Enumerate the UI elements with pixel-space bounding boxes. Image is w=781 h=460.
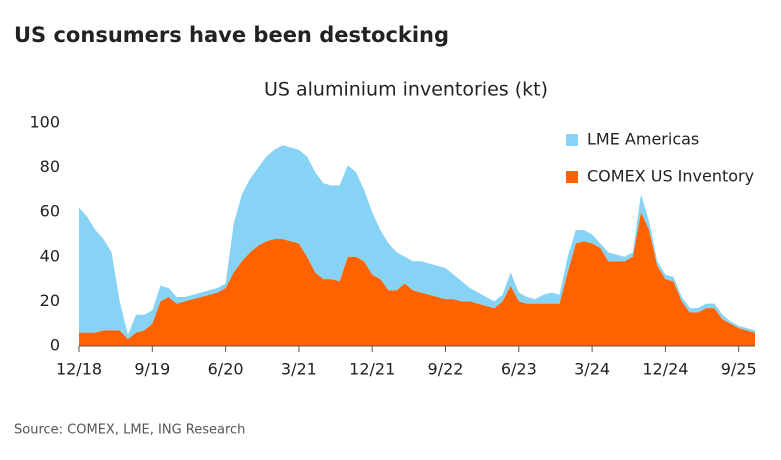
chart-subtitle: US aluminium inventories (kt) [264, 79, 548, 101]
chart-title: US consumers have been destocking [14, 23, 449, 47]
x-tick-label: 12/24 [642, 360, 688, 379]
y-tick-label: 100 [29, 113, 60, 132]
y-tick-label: 80 [40, 157, 60, 176]
legend-swatch [566, 171, 578, 183]
x-tick-label: 3/21 [281, 360, 317, 379]
area [79, 212, 755, 346]
x-tick-label: 12/18 [56, 360, 102, 379]
x-tick-label: 12/21 [349, 360, 395, 379]
y-tick-label: 40 [40, 246, 60, 265]
x-tick-label: 9/22 [428, 360, 464, 379]
x-tick-label: 9/19 [134, 360, 170, 379]
source: Source: COMEX, LME, ING Research [14, 423, 245, 438]
x-tick-label: 6/20 [208, 360, 244, 379]
legend-label: LME Americas [587, 130, 699, 149]
y-tick-label: 20 [40, 291, 60, 310]
y-tick-label: 60 [40, 202, 60, 221]
legend-label: COMEX US Inventory [587, 167, 754, 186]
x-tick-label: 3/24 [574, 360, 610, 379]
x-tick-label: 6/23 [501, 360, 537, 379]
y-tick-label: 0 [50, 336, 60, 355]
x-tick-label: 9/25 [721, 360, 757, 379]
area [79, 145, 755, 340]
legend-swatch [566, 134, 578, 146]
